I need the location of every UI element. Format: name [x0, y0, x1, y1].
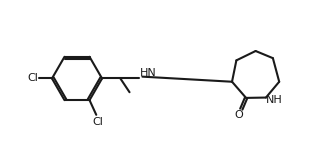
Text: Cl: Cl [93, 116, 104, 127]
Text: O: O [235, 110, 243, 120]
Text: HN: HN [139, 68, 156, 78]
Text: NH: NH [266, 95, 283, 105]
Text: Cl: Cl [27, 73, 38, 84]
